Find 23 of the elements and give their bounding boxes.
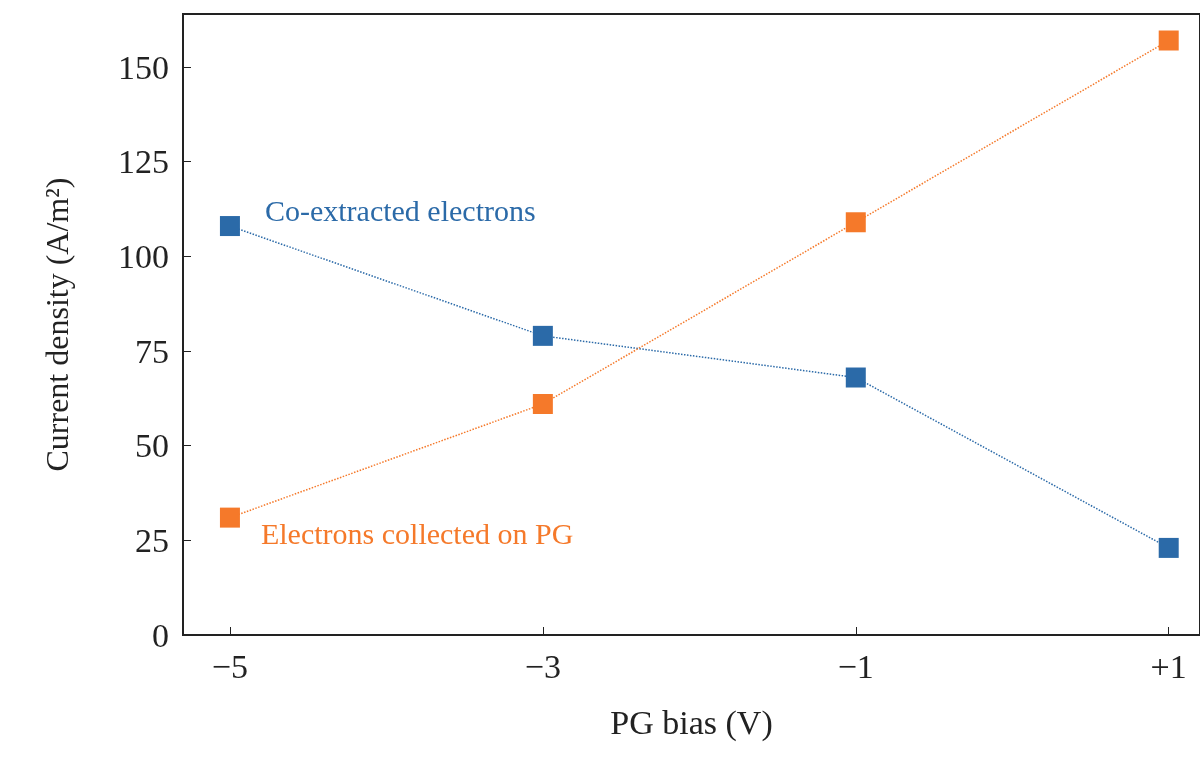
x-axis-title: PG bias (V) bbox=[610, 703, 773, 742]
y-tick-label: 0 bbox=[152, 616, 169, 654]
point bbox=[845, 212, 866, 233]
x-tick-label: +1 bbox=[1150, 647, 1187, 685]
point bbox=[532, 394, 553, 415]
point bbox=[845, 367, 866, 388]
y-tick-label: 100 bbox=[118, 237, 169, 275]
y-tick-label: 150 bbox=[118, 48, 169, 86]
point bbox=[219, 216, 240, 237]
series-label: Co-extracted electrons bbox=[264, 193, 536, 227]
x-tick-label: −1 bbox=[837, 647, 874, 685]
point bbox=[532, 325, 553, 346]
y-tick-label: 25 bbox=[135, 521, 169, 559]
x-tick-label: −3 bbox=[524, 647, 561, 685]
y-tick-label: 125 bbox=[118, 143, 169, 181]
y-tick-label: 50 bbox=[135, 427, 169, 465]
point bbox=[1158, 30, 1179, 51]
point bbox=[1158, 537, 1179, 558]
x-tick-label: −5 bbox=[211, 647, 249, 685]
y-tick-label: 75 bbox=[135, 332, 169, 370]
point bbox=[219, 507, 240, 528]
series-label: Electrons collected on PG bbox=[260, 517, 574, 551]
y-axis-title: Current density (A/m²) bbox=[39, 177, 75, 472]
